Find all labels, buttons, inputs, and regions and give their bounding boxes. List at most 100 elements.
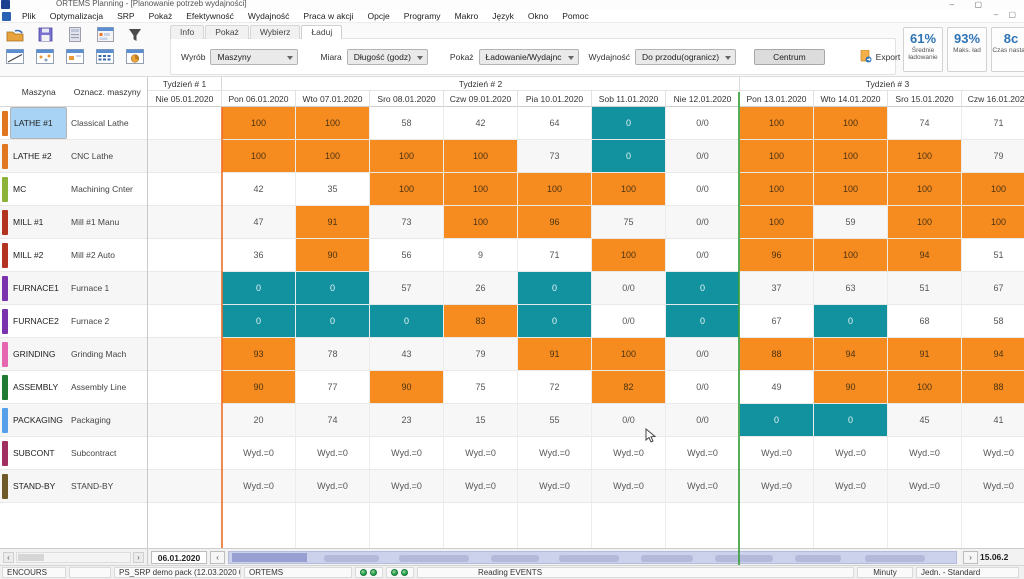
grid-cell[interactable]: 59 <box>814 206 888 239</box>
grid-cell[interactable]: 100 <box>814 107 888 140</box>
grid-cell[interactable]: 100 <box>888 371 962 404</box>
grid-cell[interactable]: 51 <box>962 239 1024 272</box>
machine-name[interactable]: SUBCONT <box>13 448 55 458</box>
grid-cell[interactable]: 94 <box>814 338 888 371</box>
grid-cell[interactable]: Wyd.=0 <box>444 437 518 470</box>
grid-cell[interactable] <box>148 206 222 239</box>
machine-name[interactable]: STAND-BY <box>13 481 56 491</box>
grid-cell[interactable]: 51 <box>888 272 962 305</box>
grid-cell[interactable]: 90 <box>814 371 888 404</box>
menu-item[interactable]: Język <box>492 11 514 21</box>
menu-item[interactable]: Pomoc <box>562 11 589 21</box>
grid-cell[interactable]: Wyd.=0 <box>740 470 814 503</box>
grid-cell[interactable]: 23 <box>370 404 444 437</box>
grid-cell[interactable] <box>148 272 222 305</box>
grid-cell[interactable] <box>148 107 222 140</box>
filter-icon[interactable] <box>125 26 145 43</box>
grid-cell[interactable]: 0 <box>740 404 814 437</box>
grid-cell[interactable]: 93 <box>222 338 296 371</box>
grid-cell[interactable]: Wyd.=0 <box>814 437 888 470</box>
machine-row[interactable]: LATHE #2 CNC Lathe <box>0 140 147 173</box>
grid-cell[interactable]: 15 <box>444 404 518 437</box>
grid-cell[interactable]: 100 <box>592 239 666 272</box>
grid-cell[interactable] <box>148 173 222 206</box>
grid-cell[interactable]: 35 <box>296 173 370 206</box>
grid-cell[interactable] <box>148 305 222 338</box>
grid-cell[interactable]: 0 <box>666 272 740 305</box>
machine-name[interactable]: MILL #1 <box>13 217 44 227</box>
grid-cell[interactable]: Wyd.=0 <box>222 437 296 470</box>
machine-name[interactable]: LATHE #1 <box>10 107 67 139</box>
left-hscroll-track[interactable] <box>16 551 131 563</box>
day-header[interactable]: Wto 14.01.2020 <box>814 91 888 107</box>
grid-cell[interactable]: 75 <box>592 206 666 239</box>
grid-cell[interactable]: Wyd.=0 <box>888 437 962 470</box>
machine-name[interactable]: MC <box>13 184 27 194</box>
grid-cell[interactable]: 94 <box>888 239 962 272</box>
grid-cell[interactable]: 9 <box>444 239 518 272</box>
tab-ładuj[interactable]: Ładuj <box>301 25 343 39</box>
day-header[interactable]: Sro 08.01.2020 <box>370 91 444 107</box>
grid-cell[interactable]: Wyd.=0 <box>962 437 1024 470</box>
grid-cell[interactable]: 0 <box>222 305 296 338</box>
grid-cell[interactable]: 0 <box>296 305 370 338</box>
grid-cell[interactable]: Wyd.=0 <box>814 470 888 503</box>
grid-cell[interactable]: 41 <box>962 404 1024 437</box>
grid-cell[interactable]: 68 <box>888 305 962 338</box>
grid-cell[interactable]: 47 <box>222 206 296 239</box>
machine-name[interactable]: LATHE #2 <box>13 151 52 161</box>
machine-row[interactable]: STAND-BY STAND-BY <box>0 470 147 503</box>
grid-cell[interactable]: 0/0 <box>666 140 740 173</box>
grid-cell[interactable]: 0 <box>518 305 592 338</box>
export-button[interactable]: Export <box>859 50 900 63</box>
grid-cell[interactable]: 83 <box>444 305 518 338</box>
grid-cell[interactable]: 0/0 <box>592 272 666 305</box>
grid-cell[interactable]: Wyd.=0 <box>296 470 370 503</box>
grid-cell[interactable]: 45 <box>888 404 962 437</box>
grid-cell[interactable]: 100 <box>296 107 370 140</box>
grid-cell[interactable]: 77 <box>296 371 370 404</box>
grid-cell[interactable]: 90 <box>296 239 370 272</box>
centrum-button[interactable]: Centrum <box>754 48 825 65</box>
grid-cell[interactable]: 0/0 <box>666 107 740 140</box>
grid-cell[interactable]: 55 <box>518 404 592 437</box>
grid-cell[interactable]: 36 <box>222 239 296 272</box>
grid-cell[interactable] <box>148 371 222 404</box>
grid-cell[interactable]: 90 <box>222 371 296 404</box>
grid-cell[interactable]: Wyd.=0 <box>962 470 1024 503</box>
grid-cell[interactable]: 90 <box>370 371 444 404</box>
machine-row[interactable]: GRINDING Grinding Mach <box>0 338 147 371</box>
grid-cell[interactable]: 74 <box>296 404 370 437</box>
grid-cell[interactable]: Wyd.=0 <box>518 470 592 503</box>
grid-cell[interactable]: 72 <box>518 371 592 404</box>
grid-cell[interactable]: 57 <box>370 272 444 305</box>
machine-row[interactable]: LATHE #1 Classical Lathe <box>0 107 147 140</box>
grid-cell[interactable]: 100 <box>518 173 592 206</box>
menu-item[interactable]: Wydajność <box>247 11 290 21</box>
day-header[interactable]: Nie 05.01.2020 <box>148 91 222 107</box>
week-header[interactable]: Tydzień # 1 <box>148 77 222 91</box>
grid-cell[interactable]: Wyd.=0 <box>518 437 592 470</box>
grid-cell[interactable]: 96 <box>740 239 814 272</box>
grid-cell[interactable] <box>148 140 222 173</box>
grid-cell[interactable]: 100 <box>592 338 666 371</box>
grid-cell[interactable]: 67 <box>962 272 1024 305</box>
wyrob-select[interactable]: Maszyny <box>210 48 299 65</box>
machine-name[interactable]: PACKAGING <box>13 415 63 425</box>
grid-cell[interactable]: 0/0 <box>592 404 666 437</box>
miara-select[interactable]: Długość (godz) <box>346 48 428 65</box>
grid-cell[interactable]: 100 <box>444 206 518 239</box>
grid-cell[interactable]: 94 <box>962 338 1024 371</box>
grid-cell[interactable]: Wyd.=0 <box>370 437 444 470</box>
tab-info[interactable]: Info <box>170 25 205 39</box>
grid-cell[interactable]: 0/0 <box>666 371 740 404</box>
machine-name[interactable]: GRINDING <box>13 349 56 359</box>
grid-cell[interactable]: 20 <box>222 404 296 437</box>
menu-item[interactable]: Programy <box>403 11 441 21</box>
wydajnosc-select[interactable]: Do przodu(ogranicz) <box>635 48 737 65</box>
grid-cell[interactable]: 100 <box>370 140 444 173</box>
grid-cell[interactable]: 100 <box>814 140 888 173</box>
grid-cell[interactable]: Wyd.=0 <box>592 470 666 503</box>
grid-cell[interactable]: 88 <box>740 338 814 371</box>
grid-cell[interactable]: 78 <box>296 338 370 371</box>
